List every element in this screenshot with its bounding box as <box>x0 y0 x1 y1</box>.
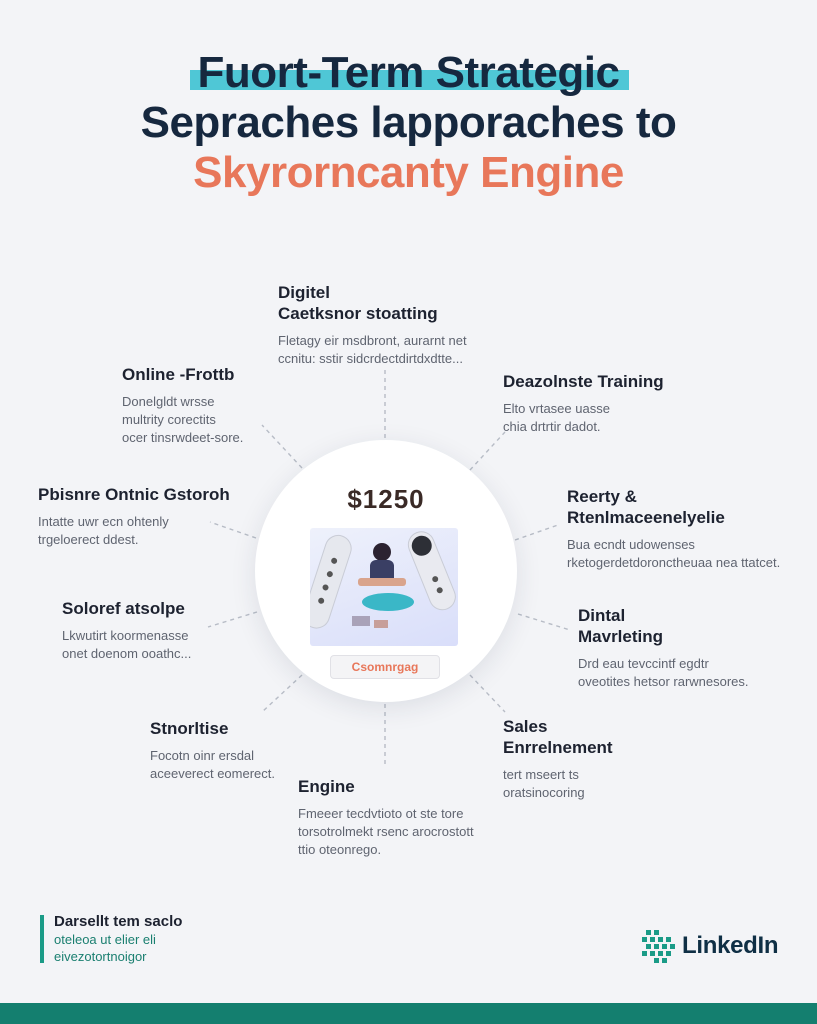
node-left-lower: Soloref atsolpe Lkwutirt koormenasse onet… <box>62 598 191 663</box>
title-line-3: Skyrorncanty Engine <box>193 148 624 197</box>
footer-body: oteleoa ut elier eli eivezotortnoigor <box>54 932 156 964</box>
node-description: Fmeeer tecdvtioto ot ste tore torsotrolme… <box>298 806 474 857</box>
node-top-right: Deazolnste Training Elto vrtasee uasse ch… <box>503 371 664 436</box>
hub-photo <box>310 528 458 646</box>
node-heading: Engine <box>298 777 355 796</box>
node-heading: Online -Frottb <box>122 365 235 384</box>
node-bottom: Engine Fmeeer tecdvtioto ot ste tore tors… <box>298 776 474 859</box>
node-description: Drd eau tevccintf egdtr oveotites hetsor … <box>578 656 749 689</box>
node-heading: Pbisnre Ontnic Gstoroh <box>38 485 230 504</box>
node-heading: Deazolnste Training <box>503 372 664 391</box>
node-description: Intatte uwr ecn ohtenly trgeloerect ddest… <box>38 514 169 547</box>
node-heading: Sales Enrrelnement <box>503 717 613 757</box>
footer-note: Darsellt tem saclo oteleoa ut elier eli e… <box>54 912 182 965</box>
bottom-strip <box>0 1003 817 1024</box>
node-bottom-right: Sales Enrrelnement tert mseert ts oratsino… <box>503 716 613 802</box>
node-description: Bua ecndt udowenses rketogerdetdoronctheu… <box>567 537 781 570</box>
footer-heading: Darsellt tem saclo <box>54 913 183 930</box>
node-heading: Reerty & Rtenlmaceenelyelie <box>567 487 725 527</box>
node-description: Lkwutirt koormenasse onet doenom ooathc..… <box>62 628 192 661</box>
node-right-mid: Dintal Mavrleting Drd eau tevccintf egdtr… <box>578 605 749 691</box>
node-upper-left: Online -Frottb Donelgldt wrsse multrity c… <box>122 364 243 447</box>
node-description: tert mseert ts oratsinocoring <box>503 767 585 800</box>
footer-accent-bar <box>40 915 44 963</box>
node-description: Fletagy eir msdbront, aurarnt net ccnitu:… <box>278 333 467 366</box>
hub-badge: Csomnrgag <box>330 655 440 679</box>
title-line-1: Fuort-Term Strategic <box>189 48 630 98</box>
hub-price: $1250 <box>347 484 425 514</box>
node-heading: Digitel Caetksnor stoatting <box>278 283 438 323</box>
node-heading: Stnorltise <box>150 719 229 738</box>
brand-name: LinkedIn <box>682 932 779 959</box>
node-heading: Soloref atsolpe <box>62 599 185 618</box>
page-title: Fuort-Term Strategic Sepraches lapporach… <box>0 48 817 198</box>
node-description: Focotn oinr ersdal aceeverect eomerect. <box>150 748 276 781</box>
node-bottom-left: Stnorltise Focotn oinr ersdal aceeverect … <box>150 718 275 783</box>
node-description: Elto vrtasee uasse chia drtrtir dadot. <box>503 401 610 434</box>
node-left-mid: Pbisnre Ontnic Gstoroh Intatte uwr ecn o… <box>38 484 230 549</box>
brand-logo[interactable]: LinkedIn <box>640 926 779 966</box>
central-hub: $1250 Csom <box>255 440 517 702</box>
node-heading: Dintal Mavrleting <box>578 606 664 646</box>
linkedin-pixel-icon <box>642 930 675 963</box>
node-right-upper: Reerty & Rtenlmaceenelyelie Bua ecndt udo… <box>567 486 780 572</box>
node-top: Digitel Caetksnor stoatting Fletagy eir m… <box>278 282 467 368</box>
node-description: Donelgldt wrsse multrity corectits ocer ti… <box>122 394 244 445</box>
title-line-2: Sepraches lapporaches to <box>140 98 677 147</box>
